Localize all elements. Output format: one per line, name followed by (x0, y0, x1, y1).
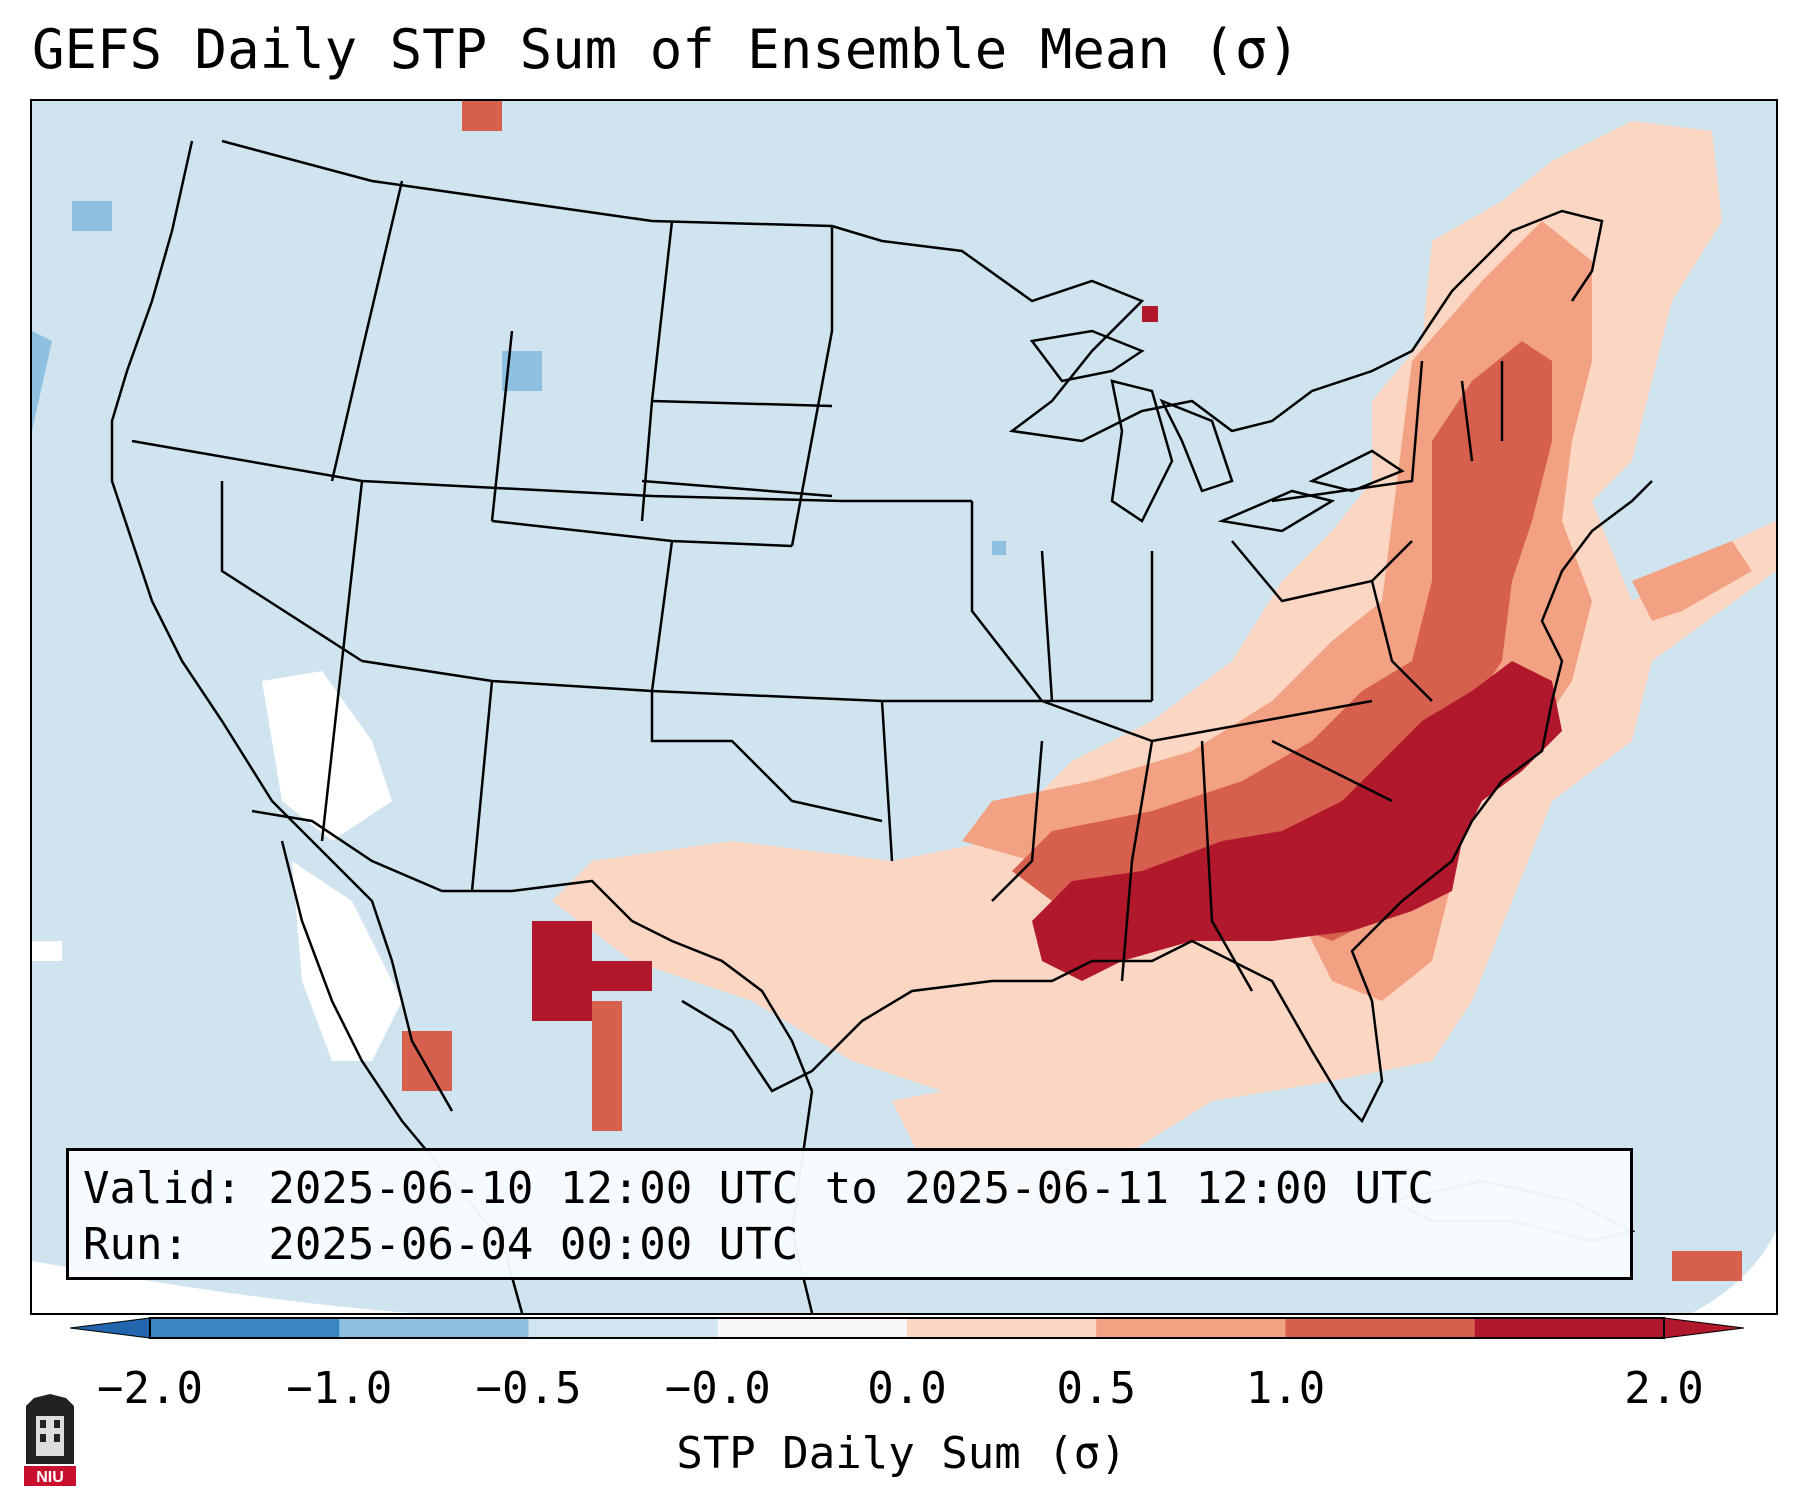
colorbar-tick-label: 2.0 (1624, 1363, 1704, 1414)
anomaly-cell (402, 1031, 452, 1091)
map-canvas (32, 101, 1776, 1313)
logo-banner (24, 1466, 76, 1486)
colorbar-tick-label: 1.0 (1245, 1363, 1326, 1414)
anomaly-region-strong (1012, 341, 1552, 941)
zero-region (292, 861, 402, 1061)
projection-edge (1692, 1231, 1776, 1313)
colorbar-segment (907, 1318, 1097, 1338)
west-coast (110, 140, 454, 1112)
valid-time-line: Valid: 2025-06-10 12:00 UTC to 2025-06-1… (83, 1163, 1435, 1214)
logo-text: NIU (36, 1469, 64, 1486)
colorbar-segment (528, 1318, 719, 1338)
colorbar-tick-label: −2.0 (97, 1363, 203, 1414)
colorbar-tick-label: −0.0 (664, 1363, 771, 1414)
colorbar-segment (150, 1318, 340, 1338)
great-lakes (1029, 329, 1405, 533)
run-time-line: Run: 2025-06-04 00:00 UTC (83, 1219, 799, 1270)
colorbar-segments (150, 1318, 1665, 1338)
gulf-coast (681, 480, 1653, 1124)
colorbar-segment (1285, 1318, 1476, 1338)
colorbar-tick-label: 0.0 (867, 1363, 947, 1414)
anomaly-cell (1672, 1251, 1742, 1281)
us-mexico-border (251, 809, 814, 1092)
colorbar-segment (717, 1318, 908, 1338)
colorbar-segment (339, 1318, 529, 1338)
niu-logo: NIU (24, 1394, 76, 1486)
zero-cells (32, 671, 402, 1061)
anomaly-region-light-atlantic (1632, 541, 1752, 621)
anomaly-cell (592, 1001, 622, 1131)
state-lines (131, 180, 1504, 992)
colorbar-extend-high (1663, 1317, 1744, 1339)
anomaly-cell-negative (992, 541, 1006, 555)
zero-cell (32, 941, 62, 961)
colorbar-tick-label: −0.5 (475, 1363, 582, 1414)
anomaly-cell (462, 101, 502, 131)
colorbar-tick-label: −1.0 (286, 1363, 393, 1414)
us-canada-border (221, 139, 1604, 443)
colorbar (70, 1317, 1744, 1339)
anomaly-region-light (552, 121, 1776, 1151)
anomaly-cell-negative (32, 331, 52, 431)
zero-region (262, 671, 392, 841)
anomaly-field (402, 101, 1776, 1281)
run-info-box: Valid: 2025-06-10 12:00 UTC to 2025-06-1… (66, 1148, 1633, 1280)
anomaly-cell (552, 961, 652, 991)
colorbar-segment (1096, 1318, 1286, 1338)
map-panel (30, 99, 1778, 1315)
colorbar-tick-label: 0.5 (1056, 1363, 1136, 1414)
anomaly-region-extreme (1032, 661, 1562, 981)
colorbar-label: STP Daily Sum (σ) (676, 1428, 1127, 1479)
colorbar-segment (1474, 1318, 1665, 1338)
anomaly-cell (1142, 306, 1158, 322)
colorbar-outline (149, 1317, 1665, 1339)
anomaly-cell-negative (72, 201, 112, 231)
projection-edge (32, 1261, 412, 1313)
page-title: GEFS Daily STP Sum of Ensemble Mean (σ) (32, 18, 1300, 81)
colorbar-extend-low (70, 1317, 151, 1339)
